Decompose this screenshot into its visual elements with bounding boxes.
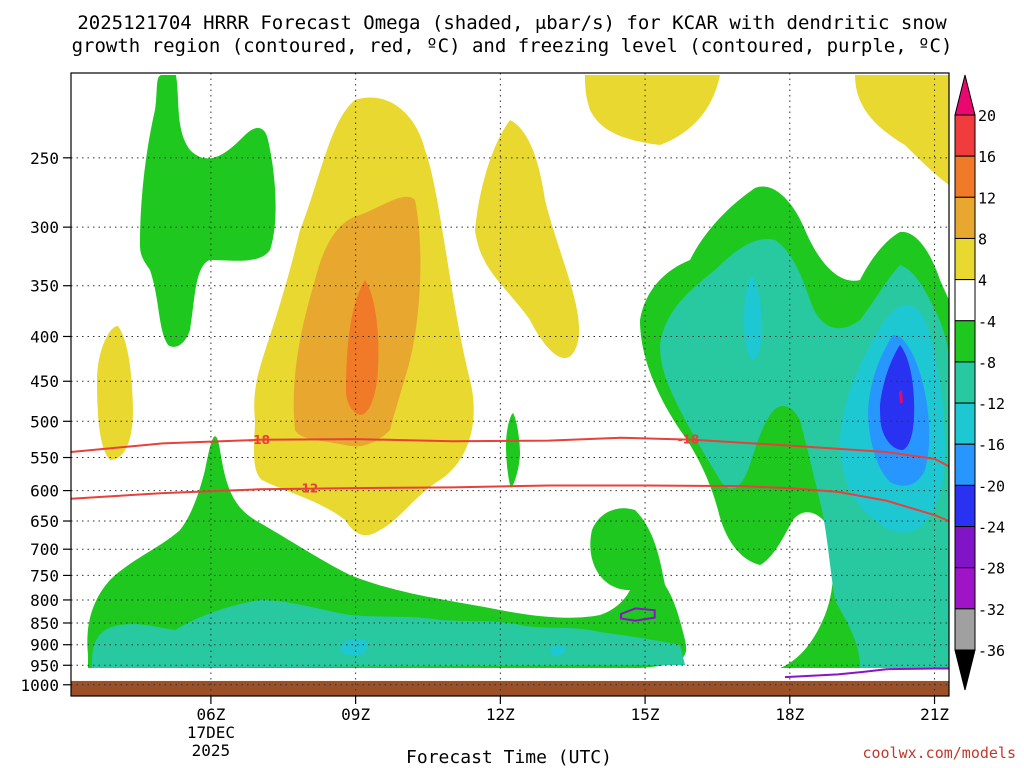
colorbar-label-7: -12	[978, 395, 1005, 413]
omega-region-teal-lower	[92, 600, 685, 668]
x-tick-year: 2025	[192, 741, 231, 760]
omega-region-cyan-strip	[744, 275, 762, 360]
credit-link[interactable]: coolwx.com/models	[862, 744, 1016, 762]
colorbar-swatch-8	[954, 443, 976, 486]
ground-surface	[71, 680, 949, 696]
colorbar-label-1: 16	[978, 148, 996, 166]
y-tick-label-600: 600	[30, 482, 59, 501]
gridlines	[71, 73, 949, 696]
y-tick-label-450: 450	[30, 372, 59, 391]
colorbar-label-12: -32	[978, 601, 1005, 619]
colorbar-bottom-arrow	[954, 649, 976, 691]
colorbar-top-arrow	[954, 74, 976, 116]
x-axis-label: Forecast Time (UTC)	[406, 747, 612, 768]
chart-title-line1: 2025121704 HRRR Forecast Omega (shaded, …	[77, 12, 947, 34]
plot-border	[70, 72, 950, 697]
y-tick-label-400: 400	[30, 327, 59, 346]
x-tick-date: 17DEC	[187, 723, 235, 742]
contour-lines: -18 -18 -12	[70, 433, 950, 679]
omega-region-darkblue	[880, 345, 915, 450]
colorbar-swatch-7	[954, 402, 976, 445]
y-tick-label-300: 300	[30, 218, 59, 237]
colorbar-label-8: -16	[978, 436, 1005, 454]
y-tick-label-350: 350	[30, 277, 59, 296]
omega-region-yellow-left	[97, 325, 133, 460]
colorbar-label-5: -4	[978, 313, 996, 331]
y-tick-label-750: 750	[30, 566, 59, 585]
colorbar-label-10: -24	[978, 519, 1005, 537]
omega-region-yellow-top-right2	[855, 75, 949, 185]
contour-label--12-0: -12	[297, 482, 319, 496]
contour-label--18-1: -18	[678, 433, 700, 447]
freezing-level-contour-1	[620, 607, 656, 622]
y-tick-label-550: 550	[30, 449, 59, 468]
colorbar-label-3: 8	[978, 230, 987, 248]
temperature-contour-1	[70, 484, 950, 522]
colorbar-swatch-1	[954, 155, 976, 198]
omega-region-green-upper-left	[140, 75, 276, 347]
y-tick-label-950: 950	[30, 656, 59, 675]
colorbar-swatch-6	[954, 361, 976, 404]
y-tick-label-700: 700	[30, 540, 59, 559]
x-tick-label-18Z: 18Z	[775, 705, 804, 724]
colorbar-swatch-3	[954, 237, 976, 281]
y-tick-label-250: 250	[30, 149, 59, 168]
x-tick-label-21Z: 21Z	[920, 705, 949, 724]
omega-region-yellow-top-right1	[585, 75, 720, 145]
freezing-level-contour-0	[784, 667, 949, 679]
y-tick-label-650: 650	[30, 512, 59, 531]
omega-region-cyan-blob1	[340, 638, 368, 656]
x-tick-label-12Z: 12Z	[486, 705, 515, 724]
colorbar-label-0: 20	[978, 107, 996, 125]
y-tick-label-500: 500	[30, 412, 59, 431]
y-tick-label-900: 900	[30, 636, 59, 655]
colorbar-swatch-10	[954, 526, 976, 569]
x-tick-label-06Z: 06Z	[196, 705, 225, 724]
colorbar-label-9: -20	[978, 477, 1005, 495]
colorbar-swatch-5	[954, 320, 976, 363]
colorbar-swatch-4	[954, 279, 976, 322]
colorbar-label-11: -28	[978, 560, 1005, 578]
omega-region-magenta-core	[899, 390, 903, 404]
colorbar-swatch-11	[954, 567, 976, 610]
temperature-contour-0	[70, 436, 950, 468]
colorbar-label-4: 4	[978, 272, 987, 290]
x-tick-label-09Z: 09Z	[341, 705, 370, 724]
y-tick-label-800: 800	[30, 591, 59, 610]
omega-region-cyan-blob2	[550, 644, 566, 656]
colorbar-label-13: -36	[978, 642, 1005, 660]
omega-region-green-sliver	[506, 413, 520, 488]
y-tick-label-1000: 1000	[20, 676, 59, 695]
colorbar-label-6: -8	[978, 354, 996, 372]
colorbar-swatch-2	[954, 196, 976, 239]
colorbar-swatch-0	[954, 114, 976, 157]
chart-title-line2: growth region (contoured, red, ºC) and f…	[72, 35, 953, 57]
plot-area: -18 -18 -12	[70, 72, 950, 697]
omega-region-yellow-upper-mid	[475, 120, 580, 359]
x-tick-label-15Z: 15Z	[631, 705, 660, 724]
y-tick-label-850: 850	[30, 614, 59, 633]
y-axis: 250 300 350 400 450 500 550 600 650 700 750 800 850 9…	[20, 149, 71, 695]
contour-label--18-0: -18	[248, 433, 270, 447]
colorbar: 20 16 12 8 4 -4 -8 -12 -16 -20 -24 -28 -32 -36	[954, 74, 1005, 691]
omega-region-orange	[346, 280, 379, 415]
colorbar-label-2: 12	[978, 189, 996, 207]
colorbar-swatch-9	[954, 484, 976, 528]
colorbar-swatch-12	[954, 608, 976, 651]
